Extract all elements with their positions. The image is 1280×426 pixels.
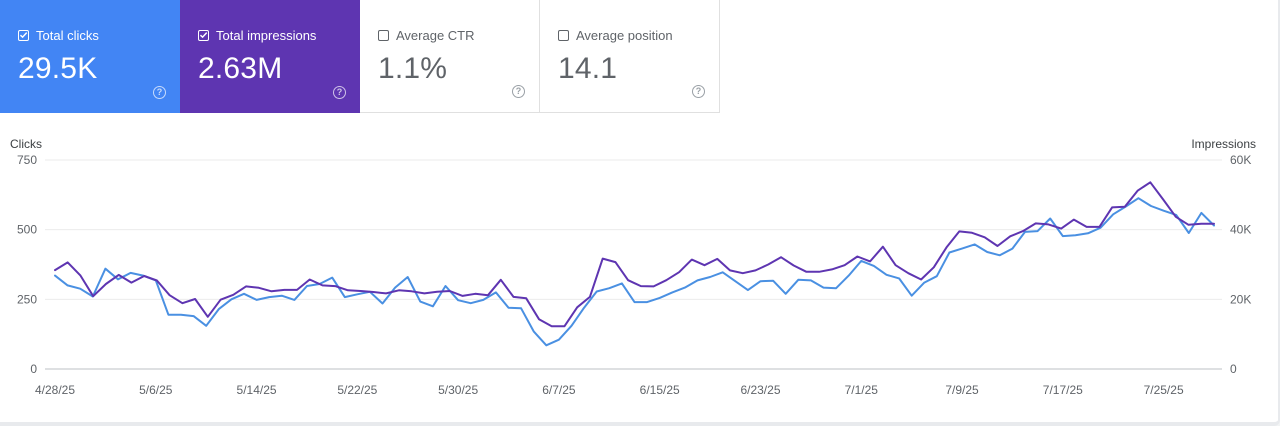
total-impressions-card[interactable]: Total impressions 2.63M ?: [180, 0, 360, 113]
card-value: 14.1: [558, 52, 618, 85]
card-header: Total impressions: [198, 26, 360, 44]
x-tick-label: 5/22/25: [337, 383, 377, 397]
card-label: Total impressions: [216, 27, 317, 43]
x-tick-label: 6/7/25: [542, 383, 576, 397]
left-tick-label: 0: [30, 362, 37, 376]
metric-cards: Total clicks 29.5K ? Total impressions 2…: [0, 0, 720, 113]
help-icon[interactable]: ?: [333, 86, 346, 99]
right-tick-label: 20K: [1230, 292, 1251, 306]
average-ctr-card[interactable]: Average CTR 1.1% ?: [360, 0, 540, 113]
help-icon[interactable]: ?: [512, 85, 525, 98]
impressions-series-line: [54, 181, 1215, 328]
x-tick-label: 6/15/25: [640, 383, 680, 397]
x-tick-label: 7/1/25: [845, 383, 879, 397]
card-header: Average position: [558, 26, 719, 44]
left-tick-label: 250: [17, 292, 37, 306]
card-label: Average position: [576, 27, 673, 43]
card-value: 2.63M: [198, 52, 283, 85]
average-position-card[interactable]: Average position 14.1 ?: [540, 0, 720, 113]
total-clicks-card[interactable]: Total clicks 29.5K ?: [0, 0, 180, 113]
left-axis-title: Clicks: [10, 137, 42, 151]
card-label: Average CTR: [396, 27, 475, 43]
card-label: Total clicks: [36, 27, 99, 43]
card-value: 1.1%: [378, 52, 448, 85]
right-axis-title: Impressions: [1191, 137, 1256, 151]
x-tick-label: 7/25/25: [1144, 383, 1184, 397]
clicks-series-line: [54, 197, 1215, 347]
x-tick-label: 7/17/25: [1043, 383, 1083, 397]
x-tick-label: 5/30/25: [438, 383, 478, 397]
x-tick-label: 7/9/25: [945, 383, 979, 397]
help-icon[interactable]: ?: [153, 86, 166, 99]
x-tick-label: 5/14/25: [237, 383, 277, 397]
right-tick-label: 60K: [1230, 153, 1251, 167]
x-tick-label: 4/28/25: [35, 383, 75, 397]
x-tick-label: 6/23/25: [740, 383, 780, 397]
card-header: Total clicks: [18, 26, 180, 44]
x-tick-label: 5/6/25: [139, 383, 173, 397]
performance-chart: 0 250 500 750 0 20K 40K 60K 4/28/25 5/6/25 5/14/25…: [17, 153, 1251, 397]
checkbox-icon[interactable]: [558, 29, 569, 41]
help-icon[interactable]: ?: [692, 85, 705, 98]
right-tick-label: 40K: [1230, 223, 1251, 237]
card-value: 29.5K: [18, 52, 98, 85]
checkbox-icon[interactable]: [378, 29, 389, 41]
right-tick-label: 0: [1230, 362, 1237, 376]
checkbox-icon[interactable]: [18, 29, 29, 41]
card-header: Average CTR: [378, 26, 539, 44]
left-tick-label: 750: [17, 153, 37, 167]
left-tick-label: 500: [17, 223, 37, 237]
checkbox-icon[interactable]: [198, 29, 209, 41]
